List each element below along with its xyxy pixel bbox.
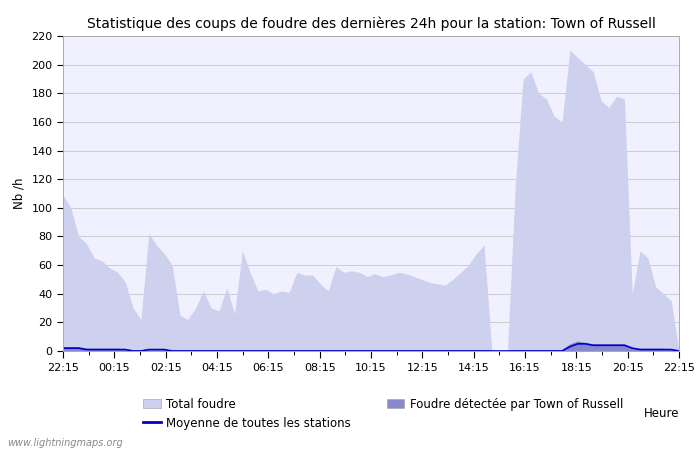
Title: Statistique des coups de foudre des dernières 24h pour la station: Town of Russe: Statistique des coups de foudre des dern… bbox=[87, 16, 655, 31]
Text: Heure: Heure bbox=[643, 407, 679, 420]
Y-axis label: Nb /h: Nb /h bbox=[13, 178, 26, 209]
Legend: Total foudre, Moyenne de toutes les stations, Foudre détectée par Town of Russel: Total foudre, Moyenne de toutes les stat… bbox=[143, 398, 624, 430]
Text: www.lightningmaps.org: www.lightningmaps.org bbox=[7, 438, 122, 448]
